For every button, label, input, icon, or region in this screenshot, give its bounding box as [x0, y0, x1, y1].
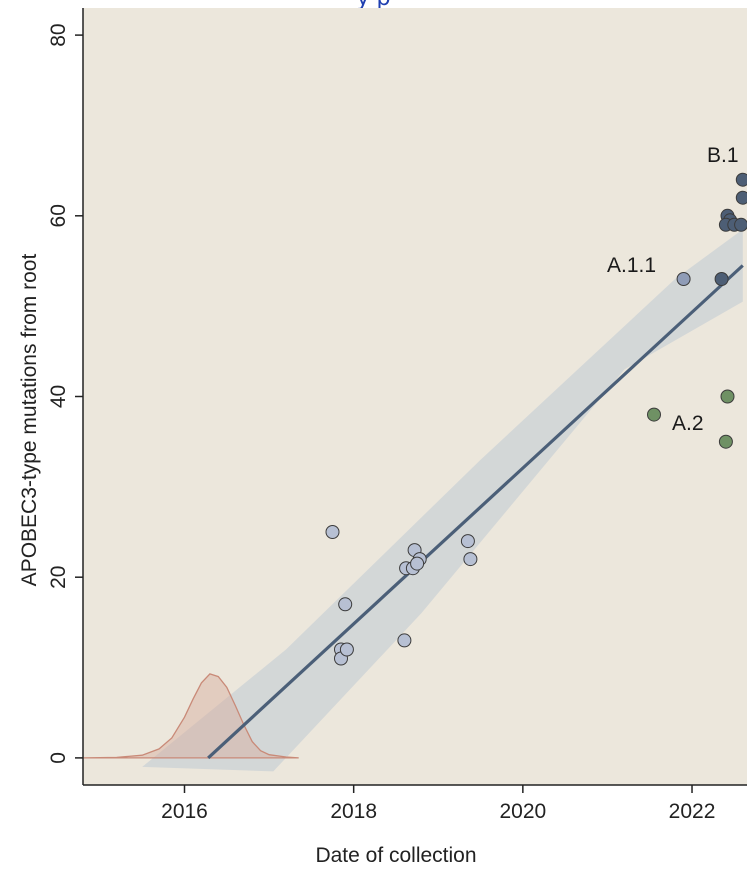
annotation-b1: B.1 [707, 144, 739, 167]
data-point-lineage_a2-2 [718, 434, 733, 449]
confidence-band-layer [142, 229, 743, 772]
x-tick-label-2022: 2022 [669, 800, 716, 823]
data-point-lineage_b1-2 [735, 190, 747, 205]
y-tick-label-40: 40 [47, 385, 70, 408]
x-tick-label-2020: 2020 [499, 800, 546, 823]
x-tick-label-2016: 2016 [161, 800, 208, 823]
annotation-a2: A.2 [672, 412, 704, 435]
density-layer [82, 673, 299, 759]
data-point-lineage_a-4 [339, 642, 354, 657]
data-point-lineage_a11-0 [676, 272, 691, 286]
data-point-lineage_a-0 [325, 525, 340, 539]
regression-line [207, 264, 744, 760]
data-point-lineage_b1-0 [714, 272, 729, 286]
data-point-lineage_a-11 [460, 534, 475, 549]
data-point-lineage_a-1 [338, 597, 353, 612]
data-point-lineage_a2-1 [720, 389, 735, 404]
confidence-band [142, 229, 743, 772]
annotation-a11: A.1.1 [607, 254, 656, 277]
data-point-lineage_a-12 [463, 552, 478, 567]
data-point-lineage_a-5 [397, 633, 412, 648]
y-tick-label-80: 80 [47, 23, 70, 46]
regression-line-layer [207, 264, 744, 760]
x-tick-label-2018: 2018 [330, 800, 377, 823]
y-tick-label-60: 60 [47, 204, 70, 227]
y-tick-label-20: 20 [47, 566, 70, 589]
data-point-lineage_b1-7 [734, 217, 747, 232]
x-axis-title: Date of collection [315, 844, 476, 867]
ticks: 2016 2018 2020 2022 0 20 40 60 80 [47, 23, 715, 823]
chart-title: y p [0, 0, 747, 11]
data-point-lineage_a-10 [410, 556, 425, 571]
density-curve [82, 673, 299, 759]
data-point-lineage_a2-0 [647, 407, 661, 422]
points-layer [325, 172, 747, 666]
data-point-lineage_b1-1 [735, 172, 747, 187]
y-tick-label-0: 0 [47, 752, 70, 764]
y-axis-title: APOBEC3-type mutations from root [18, 254, 41, 587]
plot-background [83, 8, 747, 785]
